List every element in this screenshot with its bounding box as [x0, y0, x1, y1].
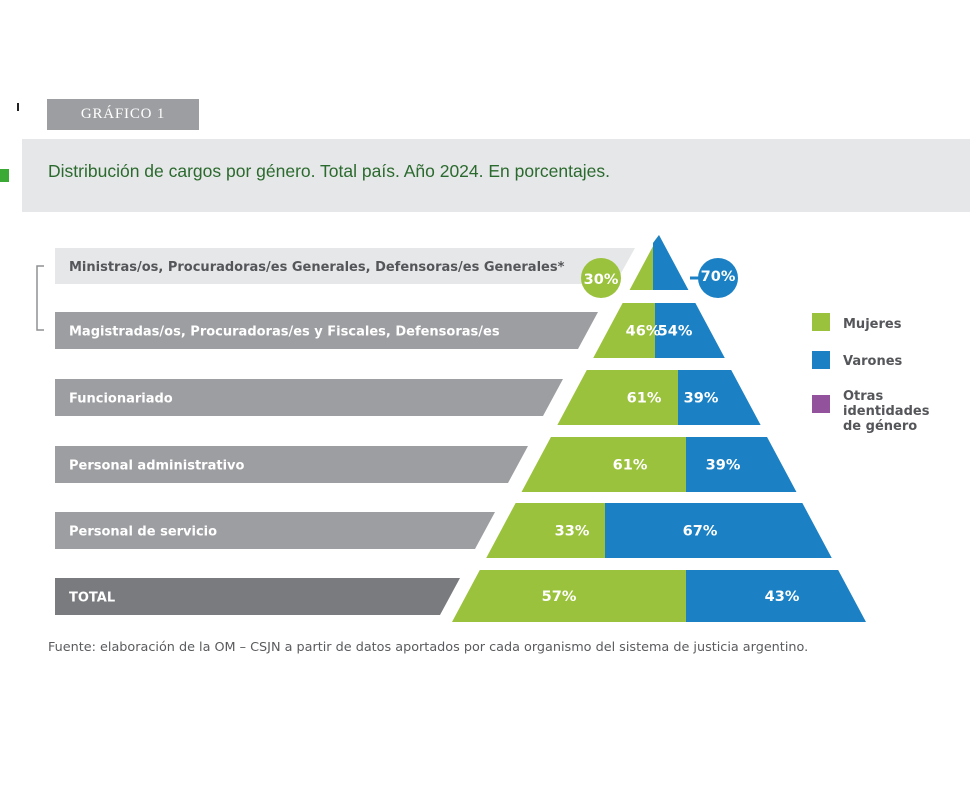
varones-value-label: 70% [701, 269, 736, 285]
chart-title: Distribución de cargos por género. Total… [48, 161, 610, 181]
category-label: Personal administrativo [69, 459, 245, 474]
source-note: Fuente: elaboración de la OM – CSJN a pa… [48, 640, 809, 655]
category-label: Magistradas/os, Procuradoras/es y Fiscal… [69, 325, 500, 340]
category-bar [55, 512, 495, 549]
row-bracket [36, 265, 44, 331]
mujeres-value-label: 30% [584, 272, 619, 288]
varones-value-label: 54% [658, 324, 693, 340]
category-bar [55, 446, 528, 483]
varones-segment [686, 437, 797, 492]
legend-label: identidades [843, 404, 930, 419]
legend-swatch-mujeres [812, 313, 830, 331]
varones-value-label: 43% [765, 589, 800, 605]
corner-tick [17, 103, 19, 111]
varones-segment [686, 570, 866, 622]
mujeres-segment [521, 437, 686, 492]
varones-value-label: 39% [684, 391, 719, 407]
title-band [22, 139, 970, 212]
category-label: TOTAL [69, 591, 115, 606]
varones-segment [678, 370, 761, 425]
legend-label: Varones [843, 354, 903, 369]
mujeres-segment [452, 570, 686, 622]
category-bar [55, 578, 460, 615]
mujeres-value-label: 61% [627, 391, 662, 407]
mujeres-segment [593, 303, 655, 358]
category-label: Ministras/os, Procuradoras/es Generales,… [69, 260, 565, 275]
varones-segment [653, 235, 689, 290]
varones-value-label: 67% [683, 524, 718, 540]
figure-badge: GRÁFICO 1 [47, 99, 199, 130]
category-bar [55, 312, 598, 349]
legend-swatch-otras [812, 395, 830, 413]
mujeres-segment [486, 503, 605, 558]
mujeres-segment [557, 370, 678, 425]
mujeres-value-label: 46% [626, 324, 661, 340]
mujeres-value-label: 33% [555, 524, 590, 540]
varones-segment [655, 303, 725, 358]
category-bar [55, 248, 635, 284]
category-bar [55, 379, 563, 416]
varones-callout-circle [698, 258, 738, 298]
mujeres-value-label: 57% [542, 589, 577, 605]
mujeres-value-label: 61% [613, 458, 648, 474]
legend-swatch-varones [812, 351, 830, 369]
varones-value-label: 39% [706, 458, 741, 474]
legend-label: Mujeres [843, 317, 902, 332]
varones-segment [605, 503, 832, 558]
legend-label: de género [843, 419, 917, 434]
legend-label: Otras [843, 389, 883, 404]
category-label: Funcionariado [69, 392, 173, 407]
mujeres-segment [629, 235, 659, 290]
category-label: Personal de servicio [69, 525, 217, 540]
title-accent [0, 169, 9, 182]
mujeres-callout-circle [581, 258, 621, 298]
